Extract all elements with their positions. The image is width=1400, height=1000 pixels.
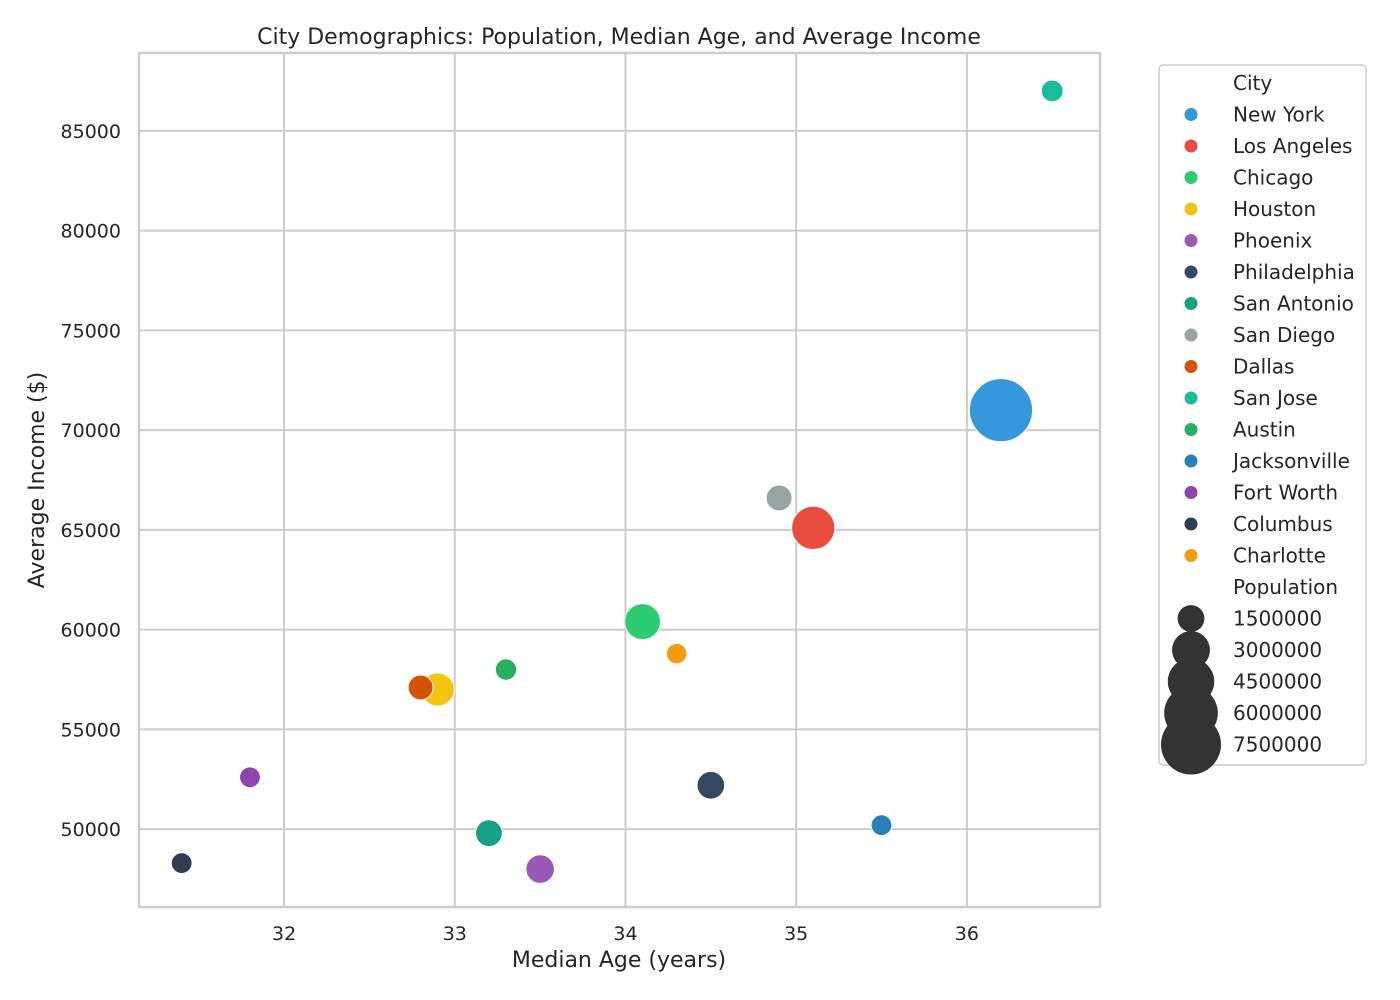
x-tick-label: 33	[443, 923, 467, 945]
legend-label: Columbus	[1233, 512, 1333, 536]
legend-label: Jacksonville	[1231, 449, 1350, 473]
legend-city-items: New York Los Angeles Chicago Houston Phoenix…	[1184, 103, 1355, 568]
y-tick-label: 65000	[61, 520, 121, 542]
legend-label: Phoenix	[1233, 229, 1313, 253]
legend-size-label: 4500000	[1233, 670, 1322, 694]
y-tick-label: 50000	[61, 819, 121, 841]
data-point-chicago	[624, 603, 662, 641]
legend-marker	[1184, 139, 1198, 153]
legend-marker	[1184, 328, 1198, 342]
data-point-new-york	[968, 378, 1034, 443]
legend-size-label: 3000000	[1233, 638, 1322, 662]
legend-size-marker	[1172, 631, 1210, 669]
legend-size-label: 6000000	[1233, 701, 1322, 725]
legend-size-marker	[1177, 605, 1205, 632]
chart-title: City Demographics: Population, Median Ag…	[257, 25, 981, 50]
y-tick-label: 70000	[61, 420, 121, 442]
legend-marker	[1184, 549, 1198, 562]
y-gridlines	[139, 129, 1100, 831]
data-point-jacksonville	[870, 814, 893, 837]
legend-marker	[1184, 265, 1198, 279]
plot-area	[137, 51, 1102, 909]
legend-label: San Jose	[1233, 386, 1318, 410]
data-point-charlotte	[665, 642, 688, 665]
y-axis-label: Average Income ($)	[25, 372, 50, 588]
y-tick-labels: 50000 55000 60000 65000 70000 75000 80000 85000	[61, 121, 121, 841]
data-point-san-jose	[1040, 79, 1064, 103]
legend-marker	[1184, 454, 1198, 468]
legend-marker	[1184, 202, 1198, 216]
y-tick-label: 85000	[61, 121, 121, 143]
legend-label: Austin	[1233, 418, 1296, 442]
data-points	[170, 79, 1064, 884]
legend-label: San Antonio	[1233, 292, 1354, 316]
legend-size-marker	[1161, 714, 1221, 775]
legend-marker	[1184, 360, 1198, 373]
legend-size-title: Population	[1233, 575, 1338, 599]
data-point-austin	[494, 658, 518, 681]
x-tick-label: 35	[784, 923, 808, 945]
legend-label: Fort Worth	[1233, 481, 1338, 505]
x-gridlines	[283, 53, 968, 907]
legend-marker	[1184, 234, 1198, 247]
x-tick-label: 34	[613, 923, 637, 945]
data-point-fort-worth	[239, 766, 261, 789]
x-tick-label: 36	[955, 923, 979, 945]
legend-marker	[1184, 297, 1198, 310]
legend-label: Los Angeles	[1233, 134, 1352, 158]
data-point-dallas	[407, 674, 434, 701]
y-tick-label: 80000	[61, 221, 121, 243]
x-tick-label: 32	[272, 923, 296, 945]
data-point-san-diego	[765, 484, 793, 512]
legend-label: Philadelphia	[1233, 260, 1355, 284]
legend-population-items: 1500000 3000000 4500000 6000000 7500000	[1161, 605, 1322, 775]
data-point-phoenix	[525, 854, 555, 884]
legend-label: San Diego	[1233, 323, 1335, 347]
legend-label: Dallas	[1233, 355, 1294, 379]
legend-marker	[1184, 517, 1198, 531]
legend-label: Chicago	[1233, 166, 1313, 190]
data-point-philadelphia	[696, 770, 726, 800]
y-tick-label: 75000	[61, 320, 121, 342]
legend-marker	[1184, 486, 1198, 499]
legend-box	[1158, 64, 1367, 766]
legend-label: Houston	[1233, 197, 1316, 221]
data-point-san-antonio	[475, 819, 503, 848]
legend-size-label: 7500000	[1233, 733, 1322, 757]
y-tick-label: 60000	[61, 620, 121, 642]
data-point-los-angeles	[791, 505, 836, 551]
legend-size-label: 1500000	[1233, 607, 1322, 631]
y-tick-label: 55000	[61, 719, 121, 741]
legend-marker	[1184, 108, 1198, 121]
legend-marker	[1184, 423, 1198, 436]
legend-label: Charlotte	[1233, 544, 1326, 568]
legend-label: New York	[1233, 103, 1325, 127]
legend: City New York Los Angeles Chicago Houston Ph…	[1158, 64, 1367, 775]
legend-marker	[1184, 171, 1198, 184]
legend-hue-title: City	[1233, 71, 1272, 95]
legend-marker	[1184, 391, 1198, 405]
plot-frame	[137, 51, 1102, 909]
x-axis-label: Median Age (years)	[512, 948, 726, 973]
x-tick-labels: 32 33 34 35 36	[272, 923, 979, 945]
data-point-columbus	[170, 852, 193, 874]
